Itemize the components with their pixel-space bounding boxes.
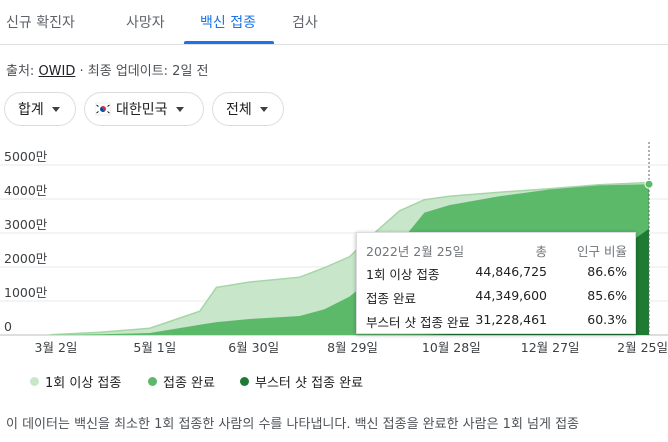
tooltip-row-ratio: 85.6% — [587, 288, 627, 303]
metric-dropdown[interactable]: 합계 — [4, 92, 76, 126]
legend-label: 접종 완료 — [163, 376, 215, 391]
y-tick-label: 2000만 — [4, 251, 48, 266]
chevron-down-icon — [259, 106, 268, 112]
country-dropdown-label: 대한민국 — [116, 102, 168, 118]
legend-label: 부스터 샷 접종 완료 — [255, 376, 364, 391]
tooltip-row: 접종 완료 44,349,600 85.6% — [357, 288, 637, 308]
tooltip-row-total: 31,228,461 — [475, 312, 547, 327]
chart-tooltip: 2022년 2월 25일 총 인구 비율 1회 이상 접종 44,846,725… — [356, 232, 636, 334]
legend-swatch — [148, 377, 157, 386]
tooltip-row-label: 1회 이상 접종 — [366, 267, 440, 282]
source-line: 출처: OWID · 최종 업데이트: 2일 전 — [6, 60, 209, 79]
y-tick-label: 1000만 — [4, 285, 48, 300]
tooltip-row: 부스터 샷 접종 완료 31,228,461 60.3% — [357, 312, 637, 332]
last-updated: · 최종 업데이트: 2일 전 — [75, 64, 209, 79]
y-tick-label: 4000만 — [4, 183, 48, 198]
tab-new-cases[interactable]: 신규 확진자 — [6, 15, 75, 31]
tooltip-row-label: 접종 완료 — [366, 291, 416, 306]
tooltip-row-total: 44,846,725 — [475, 264, 547, 279]
tooltip-col-ratio: 인구 비율 — [577, 244, 627, 259]
x-tick-label: 10월 28일 — [422, 340, 481, 355]
tooltip-row-label: 부스터 샷 접종 완료 — [366, 315, 470, 330]
legend-item-fully-vaccinated[interactable]: 접종 완료 — [148, 372, 215, 391]
legend-item-booster[interactable]: 부스터 샷 접종 완료 — [240, 372, 363, 391]
x-tick-label: 3월 2일 — [35, 340, 78, 355]
tooltip-row-ratio: 86.6% — [587, 264, 627, 279]
y-tick-label: 5000만 — [4, 149, 48, 164]
x-tick-label: 6월 30일 — [228, 340, 279, 355]
y-tick-label: 0 — [4, 319, 12, 334]
x-tick-label: 2월 25일 — [617, 340, 668, 355]
legend-label: 1회 이상 접종 — [45, 376, 122, 391]
population-dropdown[interactable]: 전체 — [212, 92, 284, 126]
legend-swatch — [240, 377, 249, 386]
tab-testing[interactable]: 검사 — [292, 15, 318, 31]
korea-flag-icon — [95, 102, 111, 116]
source-link[interactable]: OWID — [38, 64, 76, 79]
tab-bar: 신규 확진자 사망자 백신 접종 검사 — [0, 0, 668, 45]
tab-vaccination[interactable]: 백신 접종 — [200, 15, 256, 31]
country-dropdown[interactable]: 대한민국 — [84, 92, 204, 126]
legend-swatch — [30, 377, 39, 386]
active-tab-indicator — [184, 41, 274, 44]
tooltip-date: 2022년 2월 25일 — [366, 244, 465, 259]
tab-deaths[interactable]: 사망자 — [126, 15, 165, 31]
hover-point — [644, 179, 654, 189]
x-tick-label: 5월 1일 — [133, 340, 176, 355]
chevron-down-icon — [175, 106, 184, 112]
x-tick-label: 12월 27일 — [521, 340, 580, 355]
chevron-down-icon — [51, 106, 60, 112]
metric-dropdown-label: 합계 — [18, 102, 44, 118]
tooltip-col-total: 총 — [535, 244, 547, 259]
tooltip-row-total: 44,349,600 — [475, 288, 547, 303]
population-dropdown-label: 전체 — [226, 102, 252, 118]
tooltip-row: 1회 이상 접종 44,846,725 86.6% — [357, 264, 637, 284]
description-text: 이 데이터는 백신을 최소한 1회 접종한 사람의 수를 나타냅니다. 백신 접… — [6, 417, 580, 432]
legend-item-first-dose[interactable]: 1회 이상 접종 — [30, 372, 121, 391]
x-tick-label: 8월 29일 — [327, 340, 378, 355]
first-dose-line — [49, 181, 650, 336]
tooltip-row-ratio: 60.3% — [587, 312, 627, 327]
y-tick-label: 3000만 — [4, 217, 48, 232]
source-prefix: 출처: — [6, 64, 39, 79]
